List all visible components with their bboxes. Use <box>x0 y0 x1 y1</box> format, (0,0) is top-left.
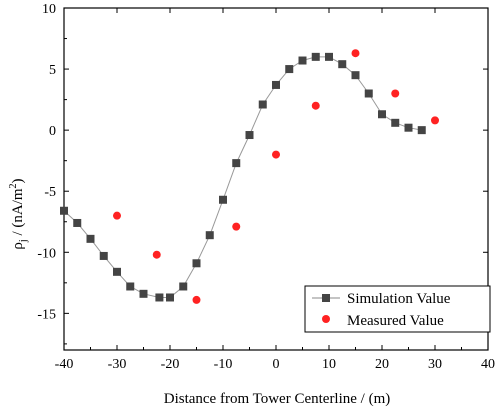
x-tick-label: -10 <box>214 357 233 372</box>
simulation-curve <box>63 56 422 298</box>
y-title-end: ) <box>10 178 26 183</box>
simulation-point <box>73 218 82 227</box>
simulation-point <box>298 56 307 65</box>
simulation-point <box>311 52 320 61</box>
simulation-point <box>219 195 227 204</box>
x-tick-label: -20 <box>161 357 180 372</box>
y-title-base: ρ <box>10 242 26 250</box>
x-tick-label: 30 <box>428 357 442 372</box>
simulation-point <box>391 118 400 127</box>
y-tick-label: -5 <box>44 185 56 200</box>
y-tick-label: -10 <box>37 246 56 261</box>
x-tick-label: 20 <box>375 357 389 372</box>
simulation-point <box>232 159 241 168</box>
legend-meas-marker <box>322 315 330 323</box>
y-title-mid: / (nA/m <box>10 188 26 239</box>
simulation-point <box>364 89 373 98</box>
simulation-point <box>139 289 148 298</box>
x-tick-label: 0 <box>273 357 280 372</box>
y-title-sub: j <box>18 239 29 243</box>
simulation-point <box>285 65 294 74</box>
measured-point <box>431 116 439 125</box>
y-title-sup: 2 <box>8 183 19 188</box>
simulation-point <box>155 293 164 302</box>
series-layer <box>60 49 439 304</box>
simulation-point <box>113 267 121 276</box>
legend-box <box>304 285 491 333</box>
measured-point <box>152 250 161 259</box>
legend-meas-label: Measured Value <box>347 313 444 329</box>
simulation-point <box>60 206 68 215</box>
measured-point <box>232 222 241 231</box>
measured-point <box>272 150 280 159</box>
measured-point <box>113 211 121 220</box>
simulation-point <box>245 131 254 140</box>
series-simulation <box>60 52 426 302</box>
x-tick-label: -30 <box>108 357 127 372</box>
y-tick-label: 5 <box>49 63 56 78</box>
x-tick-label: 10 <box>322 357 336 372</box>
measured-point <box>391 89 400 98</box>
simulation-point <box>86 234 95 243</box>
simulation-point <box>325 52 333 61</box>
measured-point <box>351 49 360 58</box>
legend-sim-marker <box>322 294 330 302</box>
simulation-point <box>192 259 201 268</box>
y-tick-label: -15 <box>37 307 56 322</box>
x-axis-title: Distance from Tower Centerline / (m) <box>164 391 391 407</box>
y-tick-label: 10 <box>42 2 56 17</box>
x-tick-label: -40 <box>55 357 74 372</box>
simulation-point <box>258 100 267 109</box>
simulation-point <box>378 110 386 119</box>
y-axis-title: ρj / (nA/m2) <box>8 178 29 249</box>
simulation-point <box>166 293 174 302</box>
simulation-point <box>179 282 188 291</box>
tick-labels: -40 -30 -20 -10 0 10 20 30 40 10 5 0 -5 -10 -15 <box>37 2 495 372</box>
y-tick-label: 0 <box>49 124 56 139</box>
simulation-point <box>205 231 214 240</box>
simulation-point <box>404 123 413 132</box>
legend-sim-label: Simulation Value <box>347 291 451 307</box>
simulation-point <box>272 80 280 89</box>
series-measured <box>113 49 439 304</box>
simulation-point <box>351 71 360 80</box>
simulation-point <box>417 126 426 135</box>
measured-point <box>192 295 201 304</box>
simulation-point <box>338 60 347 69</box>
simulation-point <box>126 282 135 291</box>
measured-point <box>311 101 320 110</box>
legend: Simulation Value Measured Value <box>304 285 491 333</box>
x-tick-label: 40 <box>481 357 495 372</box>
simulation-point <box>99 251 108 260</box>
